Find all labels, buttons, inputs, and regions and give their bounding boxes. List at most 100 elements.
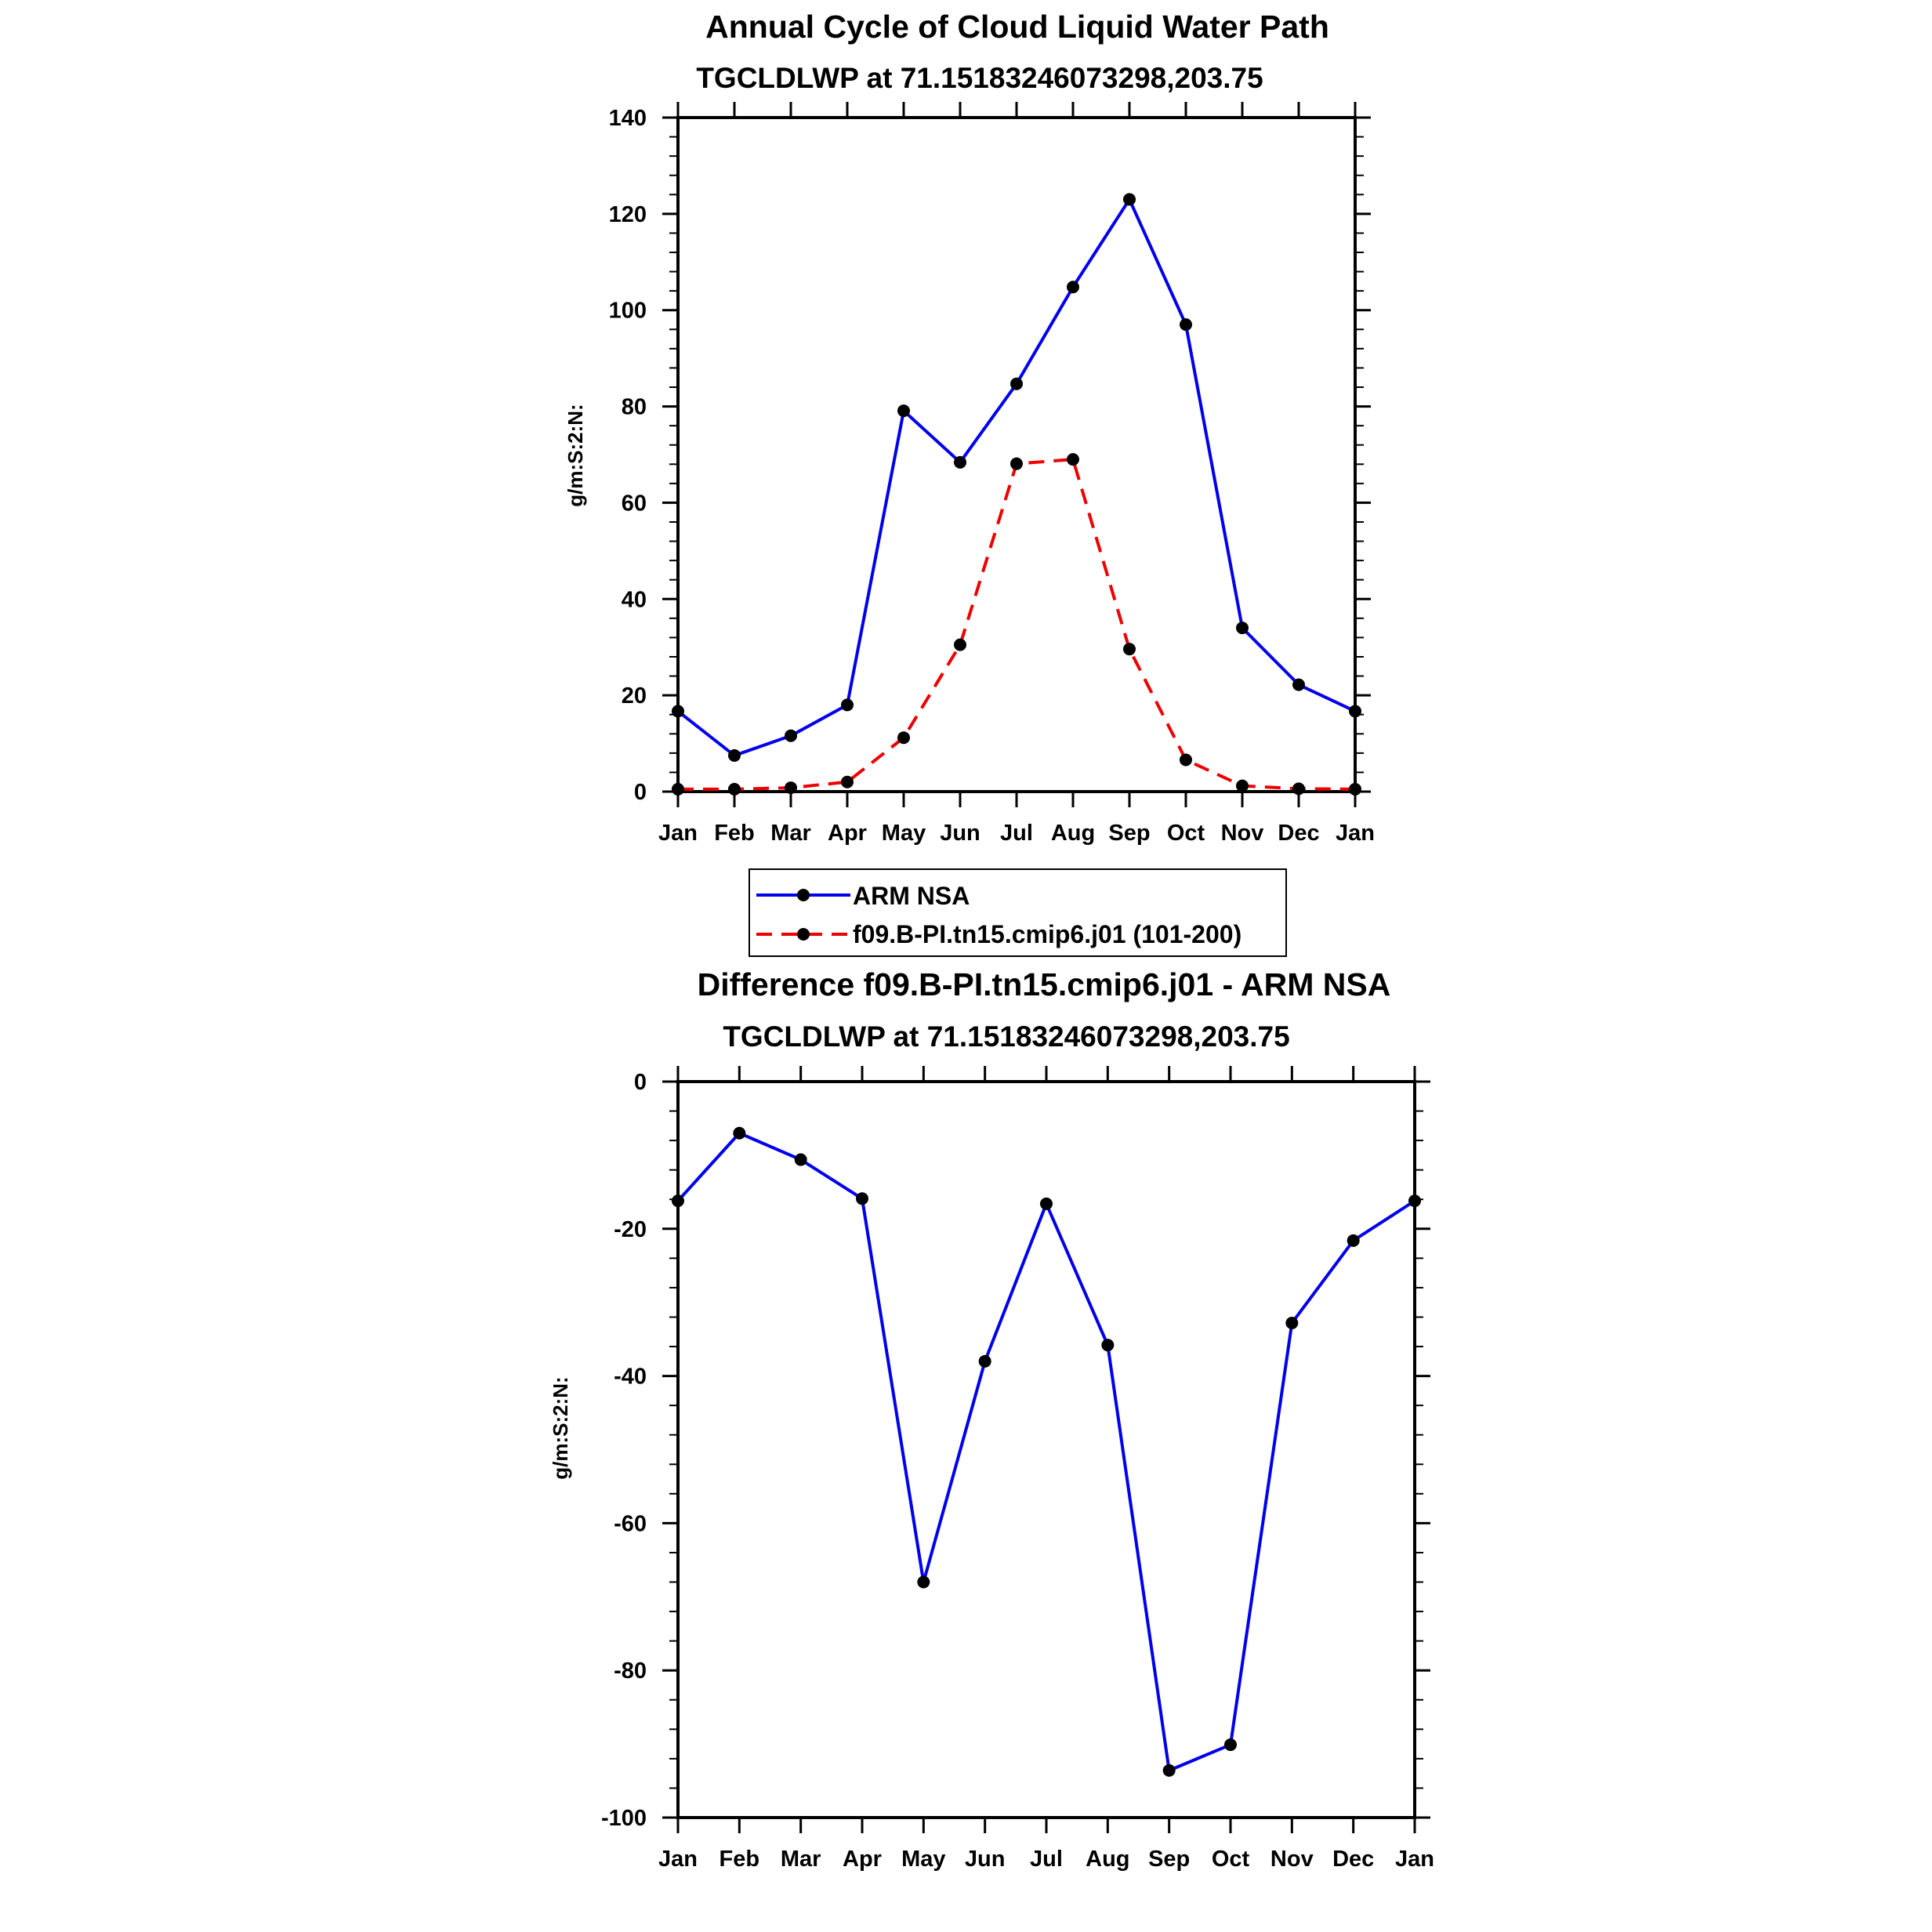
x-tick-label: Feb: [714, 821, 755, 846]
chart1-subtitle: TGCLDLWP at 71.15183246073298,203.75: [696, 62, 1263, 94]
x-tick-label: Aug: [1086, 1847, 1129, 1872]
annual-cycle-chart: Annual Cycle of Cloud Liquid Water Path …: [564, 9, 1375, 846]
x-tick-label: Apr: [843, 1847, 882, 1872]
series-line-0: [676, 198, 1356, 757]
series-line-0: [676, 1131, 1416, 1772]
x-tick-label: Jun: [940, 821, 980, 846]
x-tick-label: Nov: [1270, 1847, 1314, 1872]
data-point-0: [1236, 622, 1249, 635]
data-point-0: [1162, 1763, 1176, 1777]
chart1-series: [676, 198, 1356, 791]
legend-label-model: f09.B-PI.tn15.cmip6.j01 (101-200): [853, 920, 1241, 948]
data-point-0: [1285, 1316, 1299, 1329]
chart2-title: Difference f09.B-PI.tn15.cmip6.j01 - ARM…: [698, 966, 1391, 1002]
data-point-0: [785, 729, 797, 742]
x-tick-label: Oct: [1167, 821, 1205, 846]
x-tick-label: Dec: [1332, 1847, 1374, 1872]
chart2-subtitle: TGCLDLWP at 71.15183246073298,203.75: [723, 1020, 1289, 1053]
x-tick-label: Jun: [965, 1847, 1006, 1872]
data-point-1: [1123, 643, 1136, 656]
x-tick-label: May: [882, 821, 926, 846]
data-point-1: [1349, 782, 1361, 796]
legend-label-arm-nsa: ARM NSA: [853, 882, 970, 910]
chart1-legend: ARM NSA f09.B-PI.tn15.cmip6.j01 (101-200…: [749, 868, 1287, 957]
x-tick-label: Mar: [770, 821, 811, 846]
chart2-tick-labels: Jan Feb Mar Apr May Jun Jul Aug Sep Oct Nov Dec Jan-…: [601, 1070, 1434, 1872]
data-point-1: [897, 731, 910, 745]
x-tick-label: Jan: [658, 1847, 698, 1872]
data-point-0: [728, 749, 741, 762]
y-tick-label: 80: [622, 395, 647, 420]
data-point-0: [1067, 281, 1079, 294]
chart1-tick-labels: Jan Feb Mar Apr May Jun Jul Aug Sep Oct Nov Dec Jan 0…: [609, 106, 1375, 846]
x-tick-label: Jan: [658, 821, 698, 846]
data-point-0: [856, 1192, 868, 1205]
data-point-1: [1180, 753, 1192, 767]
data-point-0: [1010, 377, 1023, 390]
chart2-ylabel: g/m:S:2:N:: [549, 1376, 572, 1479]
x-tick-label: Mar: [781, 1847, 821, 1872]
data-point-1: [1067, 453, 1079, 466]
x-tick-label: Aug: [1051, 821, 1095, 846]
difference-chart: Difference f09.B-PI.tn15.cmip6.j01 - ARM…: [549, 966, 1434, 1872]
data-point-1: [1010, 457, 1023, 470]
data-point-1: [672, 782, 684, 796]
x-tick-label: Jan: [1395, 1847, 1434, 1872]
data-point-1: [785, 781, 797, 795]
x-tick-label: Feb: [720, 1847, 760, 1872]
x-tick-label: Jul: [1030, 1847, 1063, 1872]
y-tick-label: -60: [614, 1511, 647, 1536]
chart2-ticks: [662, 1066, 1430, 1833]
y-tick-label: 20: [622, 683, 647, 709]
y-tick-label: 120: [609, 202, 647, 227]
chart2-markers: [672, 1126, 1421, 1777]
data-point-0: [1180, 318, 1192, 332]
x-tick-label: May: [901, 1847, 945, 1872]
x-tick-label: Sep: [1108, 821, 1150, 846]
chart1-markers: [672, 193, 1361, 796]
data-point-0: [1349, 705, 1361, 718]
y-tick-label: 60: [622, 491, 647, 516]
x-tick-label: Jan: [1336, 821, 1375, 846]
data-point-0: [978, 1354, 991, 1368]
y-tick-label: -40: [614, 1365, 647, 1390]
data-point-0: [1224, 1738, 1237, 1752]
data-point-0: [1347, 1234, 1360, 1247]
x-tick-label: Nov: [1221, 821, 1264, 846]
legend-box: [749, 868, 1287, 957]
data-point-0: [1040, 1197, 1053, 1210]
data-point-1: [1236, 779, 1249, 792]
chart2-plot-frame: [676, 1080, 1416, 1819]
data-point-0: [1408, 1194, 1421, 1208]
data-point-1: [1292, 782, 1305, 796]
data-point-1: [728, 782, 741, 796]
chart1-plot-frame: [676, 116, 1357, 793]
chart1-title: Annual Cycle of Cloud Liquid Water Path: [705, 9, 1329, 45]
data-point-0: [841, 698, 854, 712]
y-tick-label: 0: [634, 780, 647, 805]
data-point-0: [794, 1153, 807, 1166]
chart2-series: [676, 1131, 1416, 1772]
data-point-0: [672, 1194, 684, 1208]
y-tick-label: -20: [614, 1217, 647, 1242]
data-point-0: [917, 1575, 930, 1589]
legend-marker-arm-nsa: [797, 889, 810, 901]
y-tick-label: 140: [609, 106, 647, 131]
y-tick-label: 100: [609, 299, 647, 324]
data-point-0: [672, 705, 684, 718]
x-tick-label: Dec: [1278, 821, 1319, 846]
data-point-0: [954, 455, 966, 469]
data-point-0: [897, 404, 910, 418]
y-tick-label: -100: [601, 1806, 647, 1831]
y-tick-label: 40: [622, 587, 647, 612]
x-tick-label: Sep: [1148, 1847, 1190, 1872]
data-point-1: [841, 775, 854, 788]
x-tick-label: Apr: [828, 821, 867, 846]
y-tick-label: 0: [634, 1070, 647, 1095]
x-tick-label: Jul: [1000, 821, 1033, 846]
y-tick-label: -80: [614, 1658, 647, 1684]
legend-marker-model: [797, 928, 810, 941]
data-point-0: [1292, 678, 1305, 691]
chart1-ylabel: g/m:S:2:N:: [564, 404, 587, 506]
